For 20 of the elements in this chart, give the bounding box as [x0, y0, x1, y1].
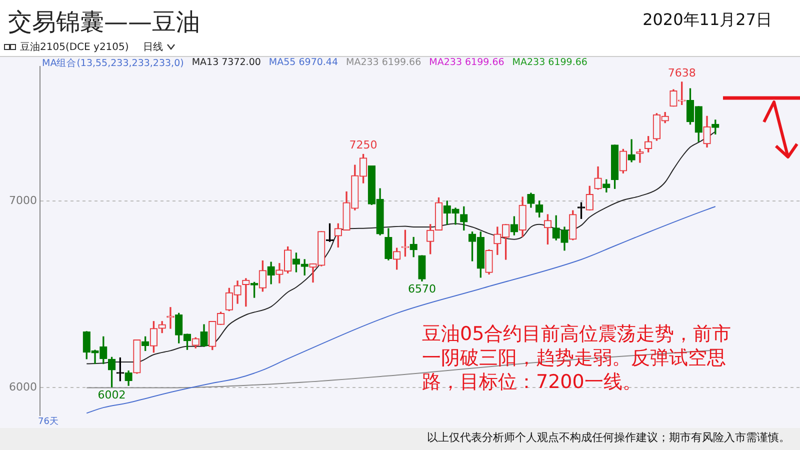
text: 以上仅代表分析师个人观点不构成任何操作建议；期市有风险入市需谨慎。	[427, 431, 790, 444]
text: MA13 7372.00	[192, 57, 261, 70]
chart-subtitle: 2020年11月27日	[642, 10, 772, 31]
text: 日线	[142, 42, 163, 53]
text: 76天	[38, 417, 58, 427]
text: MA233 6199.66	[346, 57, 422, 70]
annotation: 6002	[98, 388, 126, 402]
text: 豆油2105(DCE y2105)	[20, 42, 129, 53]
candlestick	[242, 278, 250, 307]
chart-title: 交易锦囊——豆油	[8, 7, 200, 38]
annotation: 6570	[408, 282, 436, 296]
annotation: 豆油05合约目前高位震荡走势，前市一阴破三阳，趋势走弱。反弹试空思路，目标位：7200一线。	[422, 323, 732, 393]
text: MA55 6970.44	[268, 57, 338, 70]
y-tick-label: 7000	[9, 194, 37, 207]
y-tick-label: 6000	[9, 380, 37, 394]
annotation: MA233 6199.66	[512, 57, 588, 68]
legend-title: MA组合(13,55,233,233,233,0)	[42, 57, 184, 70]
annotation: 7638	[668, 66, 696, 80]
annotation: 7250	[349, 138, 378, 152]
annotation: MA233 6199.66	[429, 57, 504, 68]
